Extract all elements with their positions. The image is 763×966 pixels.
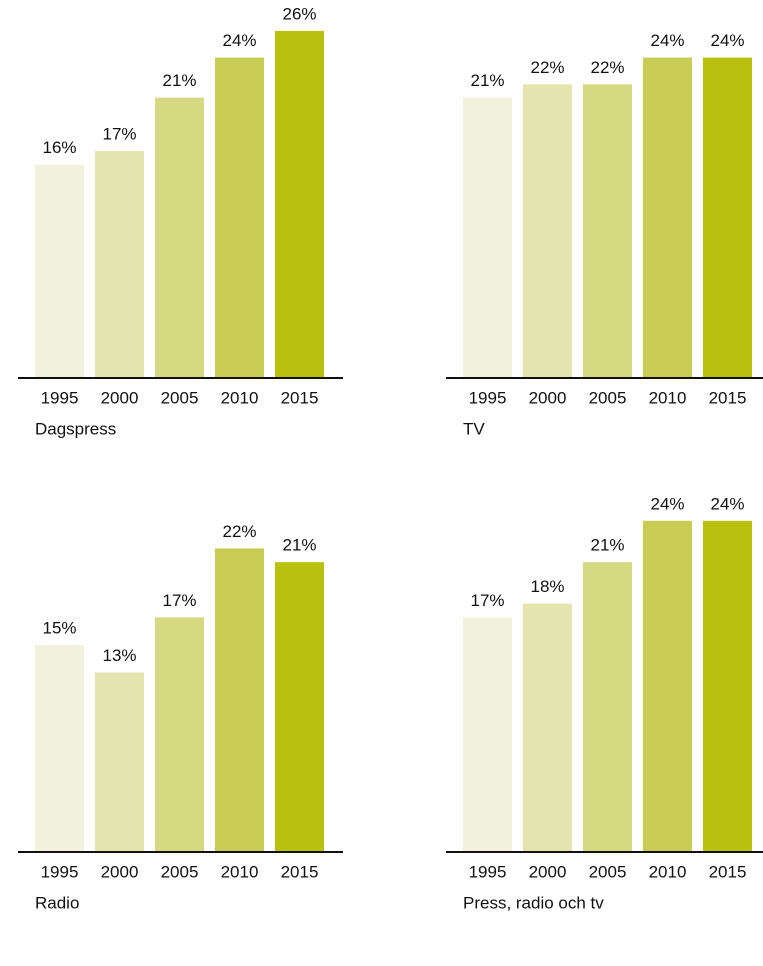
value-label: 21%: [162, 71, 196, 90]
x-tick-label: 2000: [101, 862, 139, 881]
x-tick-label: 2005: [161, 862, 199, 881]
chart-label: TV: [463, 419, 485, 438]
value-label: 17%: [470, 591, 504, 610]
value-label: 22%: [222, 522, 256, 541]
x-tick-label: 2000: [101, 388, 139, 407]
x-tick-label: 2000: [529, 862, 567, 881]
bar: [155, 97, 204, 379]
value-label: 15%: [42, 618, 76, 637]
bar: [703, 520, 752, 852]
value-label: 26%: [282, 4, 316, 23]
x-tick-label: 1995: [41, 862, 79, 881]
bar: [215, 57, 264, 378]
bar: [35, 645, 84, 852]
x-tick-label: 2010: [649, 388, 687, 407]
bar: [275, 562, 324, 852]
value-label: 24%: [222, 31, 256, 50]
value-label: 18%: [530, 577, 564, 596]
bar: [583, 562, 632, 852]
value-label: 21%: [470, 71, 504, 90]
value-label: 22%: [590, 58, 624, 77]
bar: [95, 151, 144, 378]
value-label: 13%: [102, 646, 136, 665]
value-label: 21%: [282, 536, 316, 555]
value-label: 17%: [102, 125, 136, 144]
value-label: 17%: [162, 591, 196, 610]
x-tick-label: 1995: [41, 388, 79, 407]
x-tick-label: 2005: [161, 388, 199, 407]
x-tick-label: 2000: [529, 388, 567, 407]
bar: [215, 548, 264, 852]
chart-label: Press, radio och tv: [463, 893, 604, 912]
bar: [275, 30, 324, 379]
bar: [643, 57, 692, 378]
x-tick-label: 1995: [469, 862, 507, 881]
value-label: 24%: [650, 494, 684, 513]
value-label: 24%: [710, 494, 744, 513]
value-label: 22%: [530, 58, 564, 77]
x-tick-label: 2010: [649, 862, 687, 881]
bar: [523, 84, 572, 379]
bar: [463, 97, 512, 379]
value-label: 24%: [710, 31, 744, 50]
chart-label: Dagspress: [35, 419, 116, 438]
value-label: 24%: [650, 31, 684, 50]
bar: [583, 84, 632, 379]
bar: [703, 57, 752, 378]
x-tick-label: 2015: [281, 862, 319, 881]
x-tick-label: 2010: [221, 862, 259, 881]
bar: [523, 603, 572, 852]
bar: [155, 617, 204, 852]
bar: [643, 520, 692, 852]
value-label: 21%: [590, 536, 624, 555]
x-tick-label: 2015: [281, 388, 319, 407]
x-tick-label: 2005: [589, 862, 627, 881]
value-label: 16%: [42, 138, 76, 157]
bar: [35, 164, 84, 378]
x-tick-label: 2015: [709, 862, 747, 881]
x-tick-label: 2015: [709, 388, 747, 407]
x-tick-label: 2010: [221, 388, 259, 407]
bar: [95, 672, 144, 852]
x-tick-label: 2005: [589, 388, 627, 407]
chart-label: Radio: [35, 893, 79, 912]
x-tick-label: 1995: [469, 388, 507, 407]
bar: [463, 617, 512, 852]
